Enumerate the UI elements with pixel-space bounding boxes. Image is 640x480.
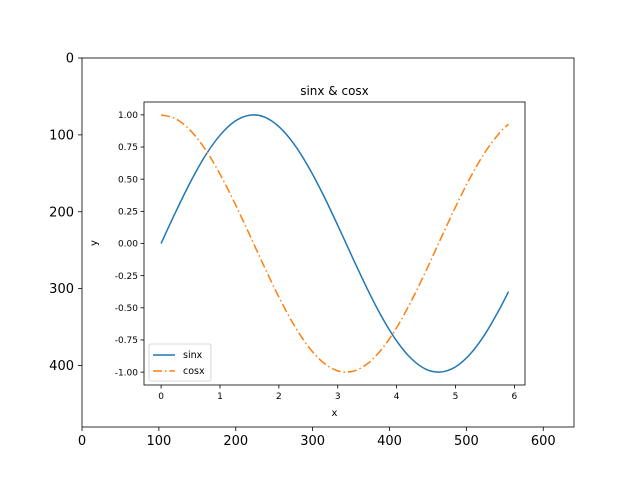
inner-y-ticks: -1.00 -0.75 -0.50 -0.25 0.00 0.25 0.50 0.75 1.00: [115, 111, 144, 378]
x-tick-label: 1: [217, 392, 223, 402]
series-line-sinx: [160, 114, 510, 373]
y-tick-label: -1.00: [115, 368, 139, 378]
legend-label-cosx: cosx: [183, 366, 205, 377]
series-lines: [160, 114, 510, 373]
outer-x-tick-label: 0: [78, 434, 86, 449]
outer-y-tick-label: 400: [49, 359, 74, 374]
legend-box: [148, 343, 212, 382]
inner-axes: sinx & cosx 0 1 2 3 4 5 6 -1.00 -0.75 -0.50 -0.25…: [89, 84, 526, 419]
series-line-cosx: [160, 114, 510, 373]
x-axis-label: x: [332, 408, 338, 419]
outer-x-tick-label: 200: [223, 434, 248, 449]
x-tick-label: 6: [512, 392, 518, 402]
y-tick-label: -0.50: [115, 304, 139, 314]
y-tick-label: 1.00: [118, 111, 138, 121]
outer-y-tick-label: 200: [49, 205, 74, 220]
outer-x-ticks: 0 100 200 300 400 500 600: [78, 427, 556, 449]
legend: sinx cosx: [148, 343, 212, 382]
inner-axes-frame: [143, 101, 526, 386]
outer-y-ticks: 0 100 200 300 400: [49, 52, 82, 374]
legend-label-sinx: sinx: [183, 350, 203, 361]
y-axis-label: y: [89, 240, 100, 246]
y-tick-label: 0.75: [118, 143, 138, 153]
y-tick-label: 0.00: [118, 240, 138, 250]
outer-y-tick-label: 0: [66, 52, 74, 67]
x-tick-label: 4: [394, 392, 400, 402]
y-tick-label: -0.25: [115, 272, 138, 282]
outer-x-tick-label: 600: [531, 434, 556, 449]
x-tick-label: 2: [276, 392, 282, 402]
outer-x-tick-label: 300: [300, 434, 325, 449]
y-tick-label: 0.50: [118, 175, 138, 185]
outer-y-tick-label: 300: [49, 282, 74, 297]
outer-x-tick-label: 400: [377, 434, 402, 449]
x-tick-label: 3: [335, 392, 341, 402]
outer-x-tick-label: 100: [146, 434, 171, 449]
x-tick-label: 5: [453, 392, 459, 402]
y-tick-label: -0.75: [115, 336, 138, 346]
x-tick-label: 0: [158, 392, 164, 402]
y-tick-label: 0.25: [118, 208, 138, 218]
outer-x-tick-label: 500: [454, 434, 479, 449]
outer-y-tick-label: 100: [49, 128, 74, 143]
inner-x-ticks: 0 1 2 3 4 5 6: [158, 385, 518, 402]
chart-title: sinx & cosx: [300, 84, 369, 98]
